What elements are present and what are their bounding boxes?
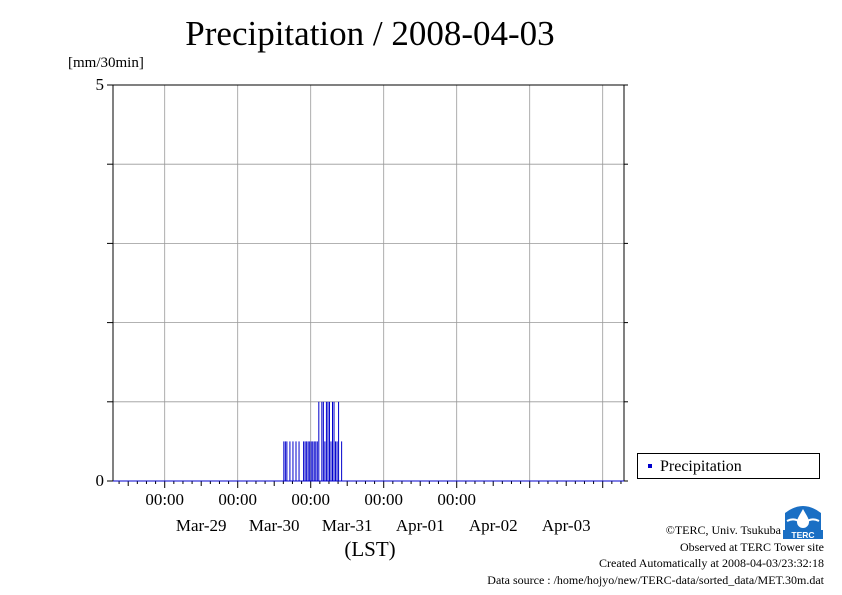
precipitation-bar	[318, 401, 320, 481]
precipitation-bar	[307, 441, 309, 481]
precipitation-bar	[304, 441, 306, 481]
precipitation-bar	[303, 441, 305, 481]
data-source-text: Data source : /home/hojyo/new/TERC-data/…	[487, 573, 824, 587]
x-axis-label: (LST)	[344, 537, 396, 561]
precipitation-bar	[322, 401, 324, 481]
precipitation-bar	[336, 441, 338, 481]
precipitation-bar	[338, 401, 340, 481]
y-axis-label: [mm/30min]	[68, 55, 144, 71]
precipitation-bar	[283, 441, 285, 481]
x-tick-label-time: 00:00	[364, 490, 403, 509]
precipitation-bar	[295, 441, 297, 481]
precipitation-bar	[315, 441, 317, 481]
precipitation-bar	[286, 441, 288, 481]
precipitation-bar	[316, 441, 318, 481]
x-tick-label-date: Mar-31	[322, 516, 373, 535]
x-tick-label-time: 00:00	[145, 490, 184, 509]
precipitation-bar	[298, 441, 300, 481]
observed-site-text: Observed at TERC Tower site	[679, 540, 824, 554]
x-tick-label-date: Apr-03	[542, 516, 591, 535]
x-tick-label-time: 00:00	[218, 490, 257, 509]
x-tick-label-date: Apr-01	[396, 516, 445, 535]
grid-lines	[113, 85, 624, 481]
precipitation-bar	[309, 441, 311, 481]
x-tick-label-time: 00:00	[437, 490, 476, 509]
precipitation-bars	[283, 401, 343, 481]
precipitation-bar	[310, 441, 312, 481]
x-tick-label-date: Mar-29	[176, 516, 227, 535]
precipitation-bar	[328, 401, 330, 481]
y-tick-label-min: 0	[95, 471, 105, 490]
precipitation-bar	[306, 441, 308, 481]
axis-ticks	[107, 84, 628, 488]
legend-label: Precipitation	[660, 458, 742, 475]
precipitation-bar	[335, 441, 337, 481]
terc-logo: TERC	[783, 503, 823, 539]
precipitation-bar	[327, 401, 329, 481]
y-tick-label-max: 5	[95, 75, 105, 94]
precipitation-bar	[341, 441, 343, 481]
created-timestamp: Created Automatically at 2008-04-03/23:3…	[599, 556, 824, 570]
copyright-text: ©TERC, Univ. Tsukuba	[665, 523, 781, 537]
precipitation-bar	[313, 441, 315, 481]
precipitation-bar	[284, 441, 286, 481]
x-tick-label-date: Mar-30	[249, 516, 300, 535]
x-tick-label-time: 00:00	[291, 490, 330, 509]
chart-title: Precipitation / 2008-04-03	[185, 14, 555, 53]
plot-frame	[112, 84, 625, 482]
precipitation-bar	[333, 401, 335, 481]
legend: Precipitation	[637, 453, 820, 479]
precipitation-bar	[321, 401, 323, 481]
precipitation-bar	[312, 441, 314, 481]
x-tick-label-date: Apr-02	[469, 516, 518, 535]
legend-swatch	[648, 464, 652, 468]
precipitation-bar	[292, 441, 294, 481]
precipitation-bar	[324, 441, 326, 481]
x-tick-labels: 00:00 00:00 00:00 00:00 00:00 Mar-29 Mar-30 Mar…	[145, 490, 590, 535]
precipitation-bar	[332, 401, 333, 481]
precipitation-bar	[330, 441, 332, 481]
precipitation-bar	[289, 441, 291, 481]
logo-text: TERC	[791, 530, 814, 539]
precipitation-bar	[325, 401, 327, 481]
